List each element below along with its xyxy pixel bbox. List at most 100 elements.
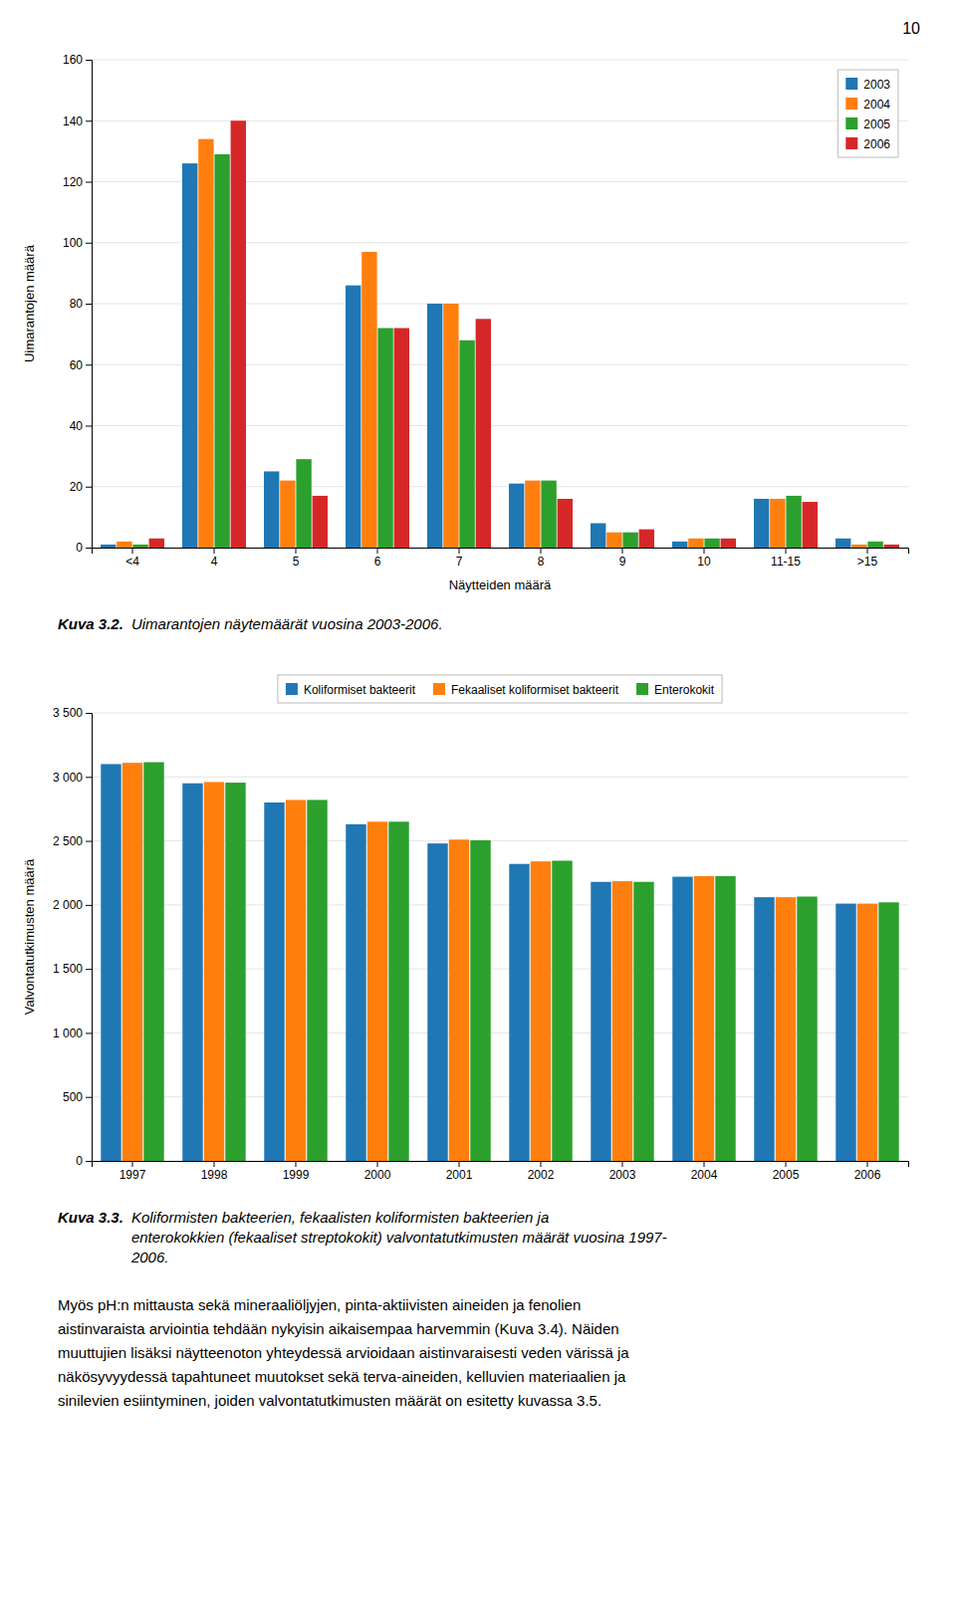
- series: [122, 762, 878, 1162]
- bar: [688, 538, 704, 548]
- tick-mark: [85, 1032, 92, 1034]
- grid-line: [91, 485, 909, 487]
- tick-label: 9: [619, 554, 627, 569]
- bar: [361, 251, 377, 548]
- y-tick: 0: [75, 1154, 92, 1169]
- tick-mark: [85, 242, 92, 244]
- tick-label: 11-15: [770, 554, 801, 569]
- grid-line: [91, 181, 909, 183]
- x-tick: 4: [211, 547, 219, 569]
- tick-label: 1 000: [52, 1026, 83, 1041]
- tick-mark: [85, 486, 92, 488]
- bar: [590, 882, 611, 1162]
- bar: [753, 498, 769, 548]
- legend-label: 2004: [863, 97, 891, 112]
- legend-swatch: [845, 97, 858, 110]
- bar: [867, 541, 883, 548]
- tick-label: 20: [69, 479, 84, 494]
- legend-label: 2003: [863, 77, 891, 92]
- x-tick: 2005: [772, 1161, 800, 1183]
- y-tick: 120: [62, 175, 92, 190]
- tick-label: 0: [75, 540, 83, 555]
- bar: [312, 495, 328, 548]
- axis-line: [92, 1162, 910, 1169]
- legend-entry: Fekaaliset koliformiset bakteerit: [433, 683, 620, 698]
- bar: [427, 843, 448, 1162]
- bar: [182, 783, 203, 1162]
- y-tick: 1 500: [52, 961, 92, 976]
- bar: [295, 459, 311, 548]
- bar: [796, 897, 817, 1163]
- tick-label: 80: [69, 296, 84, 311]
- bar: [225, 782, 245, 1162]
- bar: [367, 821, 388, 1162]
- bars: [100, 762, 899, 1163]
- y-tick: 80: [69, 296, 92, 311]
- tick-mark: [85, 182, 92, 184]
- x-tick: 10: [697, 547, 712, 569]
- tick-mark: [214, 1161, 216, 1168]
- y-tick: 0: [75, 540, 92, 555]
- grid-line: [91, 241, 909, 243]
- bar: [769, 498, 785, 548]
- tick-mark: [459, 547, 461, 554]
- y-axis-title: Uimarantojen määrä: [21, 243, 37, 363]
- tick-label: 8: [537, 554, 545, 569]
- body-text: Myös pH:n mittausta sekä mineraaliöljyje…: [57, 1296, 630, 1410]
- bar: [612, 881, 633, 1162]
- tick-label: 1998: [201, 1168, 229, 1183]
- bar: [639, 529, 655, 548]
- legend-swatch: [845, 77, 858, 90]
- tick-mark: [85, 841, 92, 843]
- tick-label: 500: [62, 1090, 83, 1105]
- tick-label: >15: [857, 554, 879, 569]
- caption-text: 2006.: [130, 1248, 170, 1266]
- bar: [557, 498, 573, 548]
- tick-mark: [85, 426, 92, 428]
- bar: [263, 471, 279, 548]
- tick-mark: [622, 1161, 624, 1168]
- bar: [149, 538, 165, 548]
- x-tick: >15: [857, 547, 879, 569]
- legend-label: Fekaaliset koliformiset bakteerit: [451, 683, 620, 698]
- bar: [704, 538, 719, 548]
- tick-label: 100: [62, 236, 83, 250]
- caption-text: enterokokkien (fekaaliset streptokokit) …: [131, 1228, 668, 1246]
- bar: [377, 328, 393, 549]
- bar: [459, 340, 475, 548]
- tick-mark: [459, 1161, 461, 1168]
- x-axis: 1997199819992000200120022003200420052006: [92, 1161, 910, 1183]
- tick-label: 1999: [282, 1168, 310, 1183]
- series: [116, 139, 867, 548]
- x-tick: 5: [292, 547, 300, 569]
- bar: [508, 483, 524, 548]
- legend-label: Enterokokit: [654, 683, 716, 698]
- x-tick: 9: [619, 547, 627, 569]
- tick-mark: [214, 547, 216, 554]
- bar: [182, 163, 198, 548]
- tick-mark: [85, 120, 92, 122]
- tick-label: 2006: [854, 1168, 882, 1183]
- tick-mark: [85, 905, 92, 907]
- tick-mark: [132, 1161, 134, 1168]
- bar: [345, 824, 366, 1162]
- grid-line: [91, 303, 909, 305]
- body-line: näkösyvyydessä tapahtuneet muutokset sek…: [57, 1368, 627, 1386]
- axis-line: [85, 714, 93, 1163]
- chart: 020406080100120140160<44567891011-15>15U…: [21, 52, 910, 633]
- bar: [132, 544, 148, 548]
- y-tick: 1 000: [52, 1026, 92, 1041]
- tick-mark: [377, 1161, 379, 1168]
- tick-label: 0: [75, 1154, 83, 1169]
- legend: Koliformiset bakteeritFekaaliset kolifor…: [277, 675, 722, 704]
- legend-entry: 2004: [845, 97, 891, 112]
- grid-line: [91, 120, 909, 122]
- tick-label: 40: [69, 419, 84, 434]
- tick-label: 1997: [119, 1168, 147, 1183]
- bar: [835, 538, 851, 548]
- bar: [116, 541, 132, 548]
- legend-label: 2005: [863, 117, 891, 132]
- grid-line: [91, 364, 909, 366]
- x-tick: 2006: [854, 1161, 882, 1183]
- tick-label: 2004: [691, 1168, 718, 1183]
